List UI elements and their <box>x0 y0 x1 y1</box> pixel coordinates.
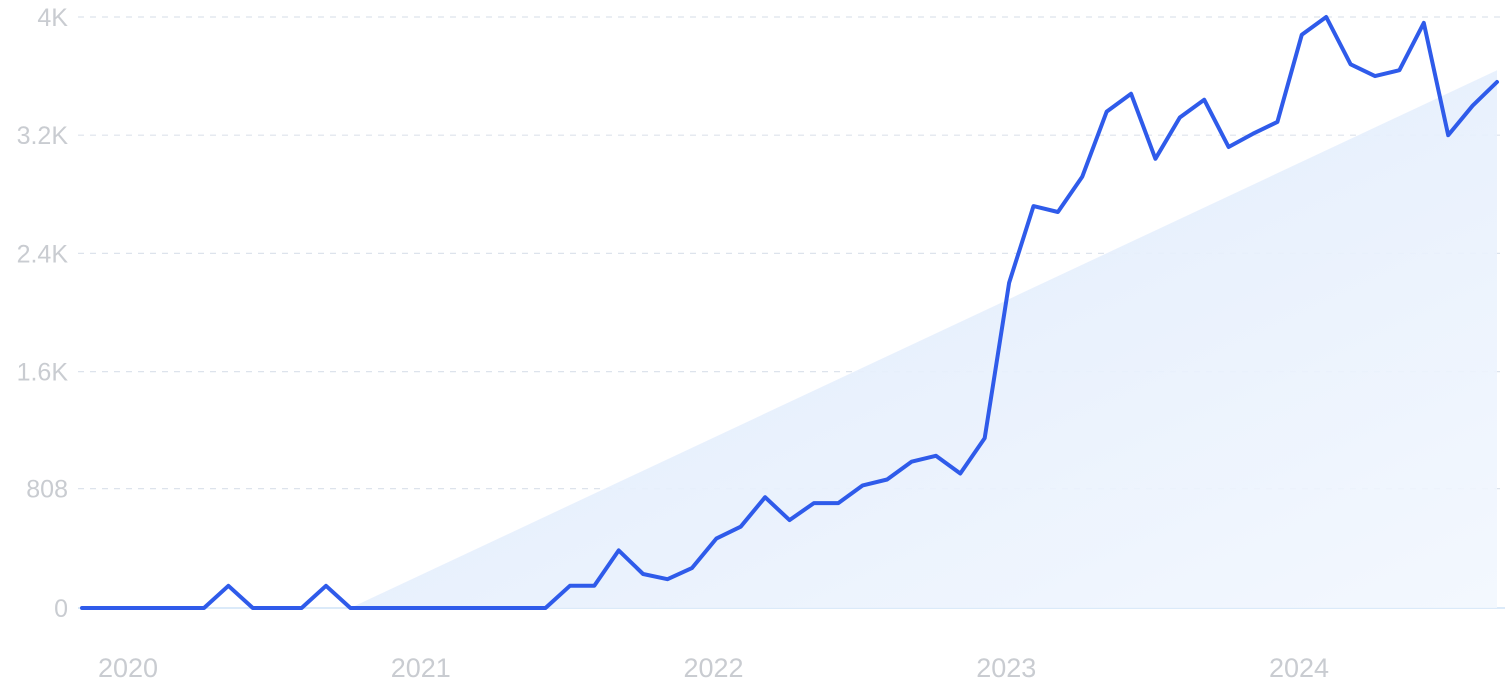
y-tick-label: 3.2K <box>17 122 69 150</box>
x-tick-label: 2020 <box>98 653 158 683</box>
trend-wedge <box>350 70 1497 608</box>
y-tick-label: 1.6K <box>17 359 69 387</box>
x-tick-label: 2021 <box>391 653 451 683</box>
y-tick-label: 2.4K <box>17 240 69 268</box>
x-tick-label: 2022 <box>683 653 743 683</box>
series-lines <box>80 15 1499 610</box>
x-tick-label: 2023 <box>976 653 1036 683</box>
y-axis-ticks: 0 808 1.6K 2.4K 3.2K 4K <box>17 4 69 623</box>
x-axis-ticks: 2020 2021 2022 2023 2024 <box>98 653 1329 683</box>
series-line <box>80 15 1499 610</box>
x-tick-label: 2024 <box>1269 653 1329 683</box>
y-tick-label: 4K <box>37 4 68 32</box>
y-tick-label: 808 <box>26 476 68 504</box>
trend-area <box>350 70 1497 608</box>
y-tick-label: 0 <box>54 595 68 623</box>
